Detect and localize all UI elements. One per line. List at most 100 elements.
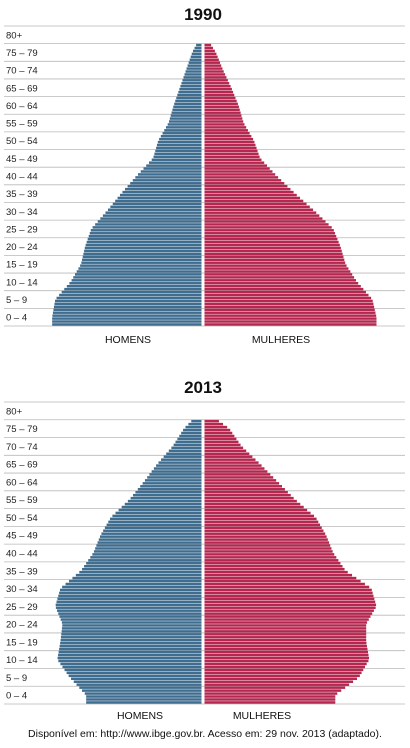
bar-women	[204, 490, 288, 494]
bar-women	[204, 155, 260, 159]
bar-women	[204, 234, 337, 238]
bar-women	[204, 90, 234, 94]
bar-men	[52, 311, 202, 314]
bar-women	[204, 609, 374, 612]
x-label-women: MULHERES	[233, 710, 291, 722]
bar-men	[98, 538, 202, 541]
age-tick-label: 0 – 4	[6, 691, 27, 702]
bar-women	[204, 229, 334, 232]
bar-women	[204, 249, 342, 253]
bar-women	[204, 126, 247, 129]
bar-men	[92, 226, 202, 229]
bar-women	[204, 473, 271, 476]
bar-women	[204, 223, 329, 226]
bar-men	[183, 76, 202, 79]
bar-women	[204, 431, 233, 435]
bar-women	[204, 114, 242, 117]
bar-men	[173, 105, 202, 109]
bar-men	[112, 514, 202, 518]
bar-men	[58, 653, 202, 657]
bar-women	[204, 603, 377, 606]
age-tick-label: 60 – 64	[6, 101, 38, 112]
bar-men	[52, 314, 202, 317]
bar-men	[178, 90, 202, 94]
source-caption: Disponível em: http://www.ibge.gov.br. A…	[28, 728, 382, 740]
bar-men	[61, 621, 202, 624]
bar-men	[68, 579, 202, 583]
age-tick-label: 45 – 49	[6, 531, 38, 542]
bar-women	[204, 488, 285, 491]
bar-men	[185, 425, 202, 429]
bar-women	[204, 535, 327, 538]
bars	[52, 43, 377, 326]
bar-women	[204, 496, 294, 500]
bar-men	[64, 668, 202, 672]
bar-women	[204, 532, 326, 535]
bar-women	[204, 514, 315, 518]
bar-men	[61, 630, 202, 633]
bar-men	[60, 636, 202, 639]
bar-men	[86, 562, 202, 565]
bar-men	[158, 461, 202, 464]
bar-men	[80, 264, 202, 267]
bar-women	[204, 576, 357, 580]
age-tick-label: 75 – 79	[6, 48, 38, 59]
bar-women	[204, 541, 330, 544]
age-tick-label: 55 – 59	[6, 495, 38, 506]
bar-women	[204, 455, 253, 458]
bar-women	[204, 437, 237, 441]
bar-women	[204, 202, 307, 206]
bar-men	[86, 701, 202, 704]
bar-men	[108, 520, 202, 524]
bar-women	[204, 562, 341, 565]
bar-men	[191, 419, 202, 423]
bar-women	[204, 255, 344, 259]
bar-men	[89, 232, 202, 235]
bar-men	[132, 179, 202, 182]
bar-women	[204, 111, 241, 114]
bar-men	[181, 82, 202, 85]
bar-men	[155, 149, 202, 153]
bar-men	[52, 317, 202, 320]
age-tick-label: 20 – 24	[6, 242, 38, 253]
bar-men	[86, 698, 202, 701]
bar-women	[204, 594, 374, 598]
bar-men	[61, 633, 202, 636]
x-label-women: MULHERES	[252, 334, 310, 346]
bar-women	[204, 70, 224, 73]
bar-men	[188, 422, 202, 426]
bar-men	[153, 467, 202, 470]
bar-men	[95, 547, 202, 550]
bar-women	[204, 680, 354, 683]
bar-women	[204, 58, 219, 61]
bar-men	[62, 585, 202, 589]
bar-women	[204, 559, 339, 562]
age-tick-label: 60 – 64	[6, 477, 38, 488]
bar-women	[204, 701, 336, 704]
bar-men	[185, 70, 202, 73]
bar-men	[59, 647, 202, 651]
bar-women	[204, 440, 239, 444]
bar-women	[204, 220, 326, 223]
bar-men	[97, 220, 202, 223]
bar-women	[204, 556, 337, 559]
bar-men	[61, 627, 202, 630]
bar-women	[204, 641, 367, 645]
bar-women	[204, 665, 365, 669]
age-tick-label: 25 – 29	[6, 224, 38, 235]
bar-men	[193, 49, 202, 53]
bar-men	[102, 214, 202, 217]
age-tick-label: 5 – 9	[6, 673, 27, 684]
bar-men	[78, 267, 202, 270]
age-tick-label: 30 – 34	[6, 207, 38, 218]
bar-women	[204, 570, 348, 574]
bar-women	[204, 677, 358, 681]
bar-women	[204, 158, 262, 161]
bar-women	[204, 76, 227, 79]
age-tick-label: 50 – 54	[6, 513, 38, 524]
bar-women	[204, 567, 345, 571]
bar-men	[83, 252, 202, 256]
bar-men	[156, 146, 202, 150]
bar-men	[79, 570, 202, 574]
bar-women	[204, 273, 353, 276]
